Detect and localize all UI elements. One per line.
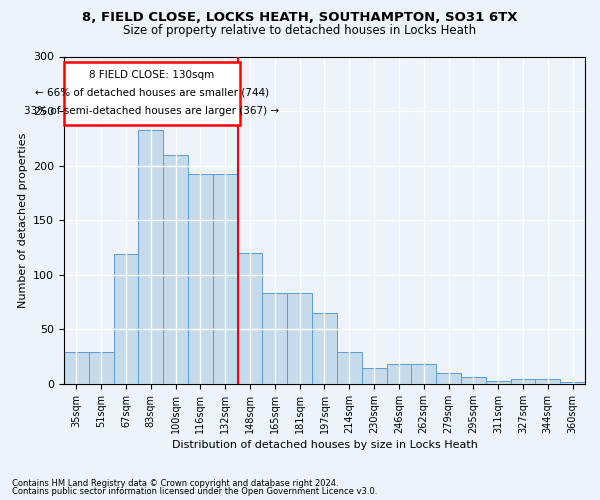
Bar	[89, 352, 113, 384]
FancyBboxPatch shape	[64, 62, 240, 126]
Bar	[337, 352, 362, 384]
Bar	[412, 364, 436, 384]
Bar	[386, 364, 412, 384]
Bar	[64, 352, 89, 384]
Bar	[362, 368, 386, 384]
Bar	[535, 378, 560, 384]
Bar	[163, 154, 188, 384]
Text: ← 66% of detached houses are smaller (744): ← 66% of detached houses are smaller (74…	[35, 88, 269, 98]
Bar	[238, 253, 262, 384]
Bar	[511, 378, 535, 384]
Y-axis label: Number of detached properties: Number of detached properties	[17, 132, 28, 308]
Bar	[560, 382, 585, 384]
Bar	[287, 294, 312, 384]
Bar	[486, 380, 511, 384]
Text: Contains public sector information licensed under the Open Government Licence v3: Contains public sector information licen…	[12, 487, 377, 496]
Bar	[312, 313, 337, 384]
Bar	[262, 294, 287, 384]
Text: Contains HM Land Registry data © Crown copyright and database right 2024.: Contains HM Land Registry data © Crown c…	[12, 478, 338, 488]
Text: Size of property relative to detached houses in Locks Heath: Size of property relative to detached ho…	[124, 24, 476, 37]
Bar	[213, 174, 238, 384]
Bar	[461, 378, 486, 384]
Bar	[188, 174, 213, 384]
Bar	[436, 373, 461, 384]
X-axis label: Distribution of detached houses by size in Locks Heath: Distribution of detached houses by size …	[172, 440, 478, 450]
Bar	[113, 254, 139, 384]
Text: 8 FIELD CLOSE: 130sqm: 8 FIELD CLOSE: 130sqm	[89, 70, 215, 80]
Text: 33% of semi-detached houses are larger (367) →: 33% of semi-detached houses are larger (…	[25, 106, 280, 117]
Text: 8, FIELD CLOSE, LOCKS HEATH, SOUTHAMPTON, SO31 6TX: 8, FIELD CLOSE, LOCKS HEATH, SOUTHAMPTON…	[82, 11, 518, 24]
Bar	[139, 130, 163, 384]
